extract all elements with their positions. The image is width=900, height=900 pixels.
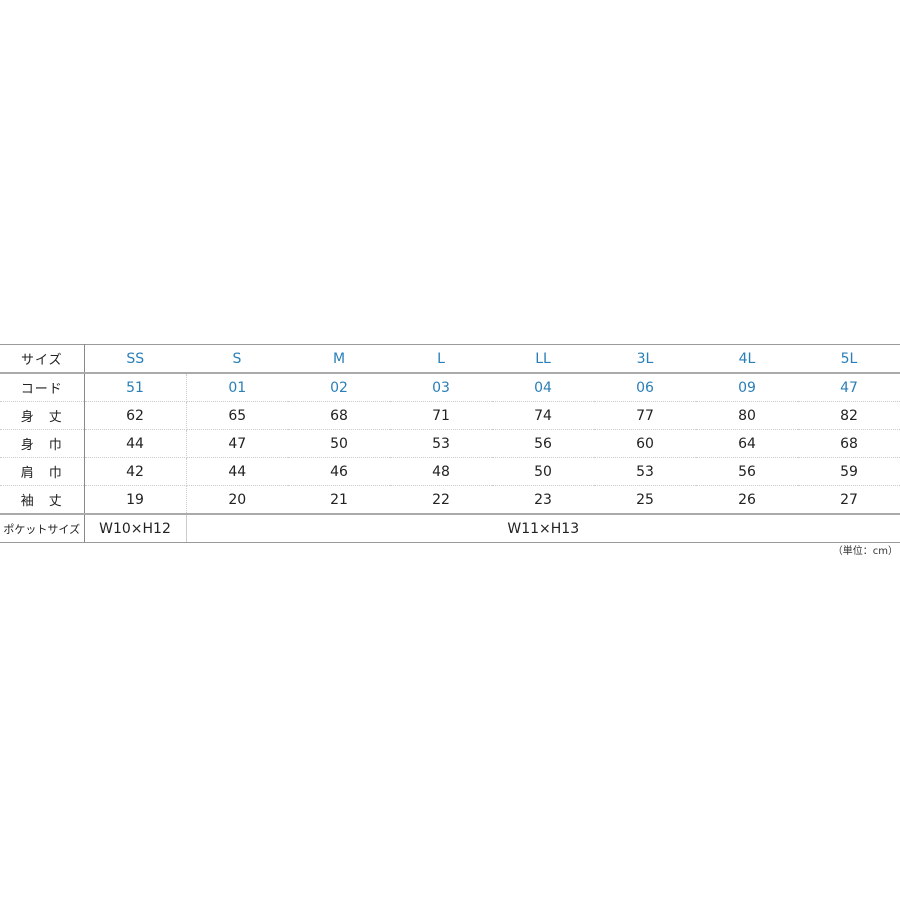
code-label: コード <box>0 373 85 402</box>
measurement-cell: 50 <box>288 429 390 458</box>
size-cell: 4L <box>696 344 798 374</box>
measurement-cell: 59 <box>798 457 900 486</box>
measurement-row: 身 丈 62 65 68 71 74 77 80 82 <box>0 401 900 430</box>
code-cell: 09 <box>696 373 798 402</box>
measurement-cell: 80 <box>696 401 798 430</box>
measurement-cell: 23 <box>492 485 594 515</box>
size-label: サイズ <box>0 344 85 374</box>
measurement-row: 身 巾 44 47 50 53 56 60 64 68 <box>0 429 900 458</box>
size-cell: 5L <box>798 344 900 374</box>
measurement-cell: 44 <box>186 457 288 486</box>
measurement-cell: 25 <box>594 485 696 515</box>
measurement-cell: 47 <box>186 429 288 458</box>
measurement-cell: 48 <box>390 457 492 486</box>
pocket-row: ポケットサイズ W10×H12 W11×H13 <box>0 514 900 543</box>
measurement-cell: 68 <box>798 429 900 458</box>
code-cell: 47 <box>798 373 900 402</box>
code-cell: 03 <box>390 373 492 402</box>
measurement-cell: 27 <box>798 485 900 515</box>
size-cell: M <box>288 344 390 374</box>
measurement-label: 身 巾 <box>0 429 85 458</box>
size-table: サイズ SS S M L LL 3L 4L 5L コード 51 01 02 03… <box>0 344 900 543</box>
code-cell: 51 <box>84 373 187 402</box>
measurement-row: 肩 巾 42 44 46 48 50 53 56 59 <box>0 457 900 486</box>
measurement-cell: 64 <box>696 429 798 458</box>
measurement-cell: 71 <box>390 401 492 430</box>
size-cell: S <box>186 344 288 374</box>
measurement-cell: 53 <box>390 429 492 458</box>
measurement-cell: 26 <box>696 485 798 515</box>
measurement-cell: 65 <box>186 401 288 430</box>
measurement-cell: 82 <box>798 401 900 430</box>
size-cell: SS <box>84 344 186 374</box>
pocket-label: ポケットサイズ <box>0 514 85 543</box>
size-cell: L <box>390 344 492 374</box>
size-cell: LL <box>492 344 594 374</box>
pocket-other-cell: W11×H13 <box>186 514 900 543</box>
measurement-cell: 74 <box>492 401 594 430</box>
measurement-cell: 42 <box>84 457 187 486</box>
pocket-ss-cell: W10×H12 <box>84 514 187 543</box>
measurement-cell: 19 <box>84 485 187 515</box>
measurement-cell: 53 <box>594 457 696 486</box>
measurement-cell: 44 <box>84 429 187 458</box>
measurement-cell: 56 <box>696 457 798 486</box>
code-cell: 06 <box>594 373 696 402</box>
measurement-cell: 50 <box>492 457 594 486</box>
measurement-cell: 46 <box>288 457 390 486</box>
measurement-row: 袖 丈 19 20 21 22 23 25 26 27 <box>0 485 900 515</box>
measurement-cell: 68 <box>288 401 390 430</box>
measurement-cell: 56 <box>492 429 594 458</box>
code-row: コード 51 01 02 03 04 06 09 47 <box>0 373 900 402</box>
measurement-cell: 77 <box>594 401 696 430</box>
measurement-cell: 20 <box>186 485 288 515</box>
measurement-cell: 22 <box>390 485 492 515</box>
measurement-cell: 21 <box>288 485 390 515</box>
code-cell: 01 <box>186 373 288 402</box>
code-cell: 02 <box>288 373 390 402</box>
measurement-label: 身 丈 <box>0 401 85 430</box>
size-header-row: サイズ SS S M L LL 3L 4L 5L <box>0 344 900 374</box>
measurement-label: 肩 巾 <box>0 457 85 486</box>
size-cell: 3L <box>594 344 696 374</box>
measurement-cell: 60 <box>594 429 696 458</box>
measurement-cell: 62 <box>84 401 187 430</box>
measurement-label: 袖 丈 <box>0 485 85 515</box>
unit-note: （単位：cm） <box>832 546 898 557</box>
code-cell: 04 <box>492 373 594 402</box>
